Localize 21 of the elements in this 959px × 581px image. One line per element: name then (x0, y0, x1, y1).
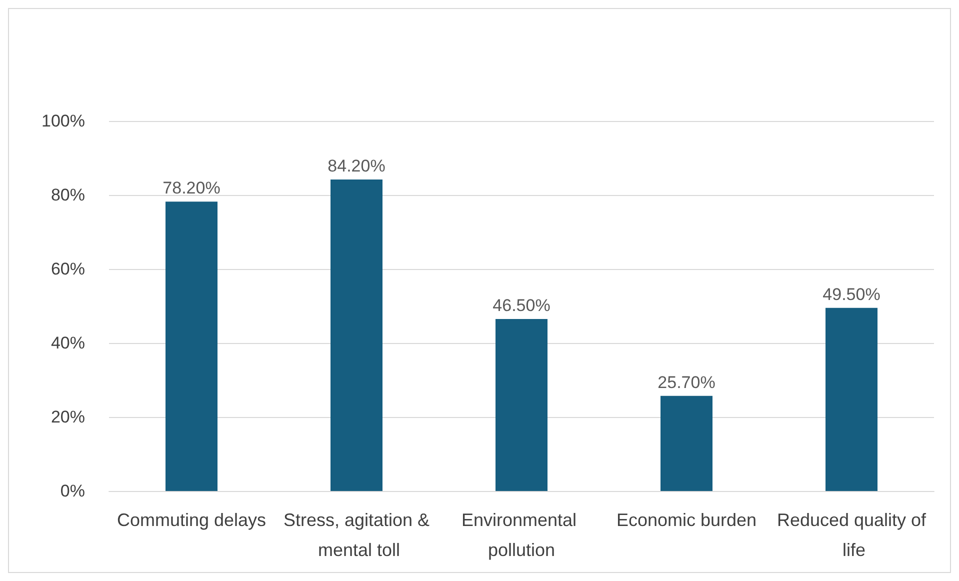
x-tick-label: Stress, agitation & mental toll (283, 510, 430, 560)
y-tick-label: 80% (50, 186, 85, 204)
x-tick-label: Commuting delays (116, 510, 266, 530)
data-label: 46.50% (492, 296, 550, 315)
y-tick-label: 40% (50, 334, 85, 352)
bar (496, 318, 548, 491)
y-tick-label: 0% (60, 482, 85, 500)
y-tick-label: 60% (50, 260, 85, 278)
data-label: 25.70% (658, 372, 716, 392)
bar (826, 308, 878, 491)
x-tick-label: Environmental pollution (461, 510, 582, 560)
y-tick-label: 100% (42, 112, 85, 130)
data-label: 84.20% (328, 156, 386, 176)
y-tick-label: 20% (50, 408, 85, 426)
x-tick-label: Economic burden (616, 510, 757, 530)
x-tick-label: Reduced quality of life (776, 510, 928, 560)
bar (166, 202, 218, 491)
bar (660, 396, 712, 491)
data-label: 49.50% (822, 284, 880, 304)
data-label: 78.20% (162, 178, 220, 198)
bar (330, 179, 382, 491)
